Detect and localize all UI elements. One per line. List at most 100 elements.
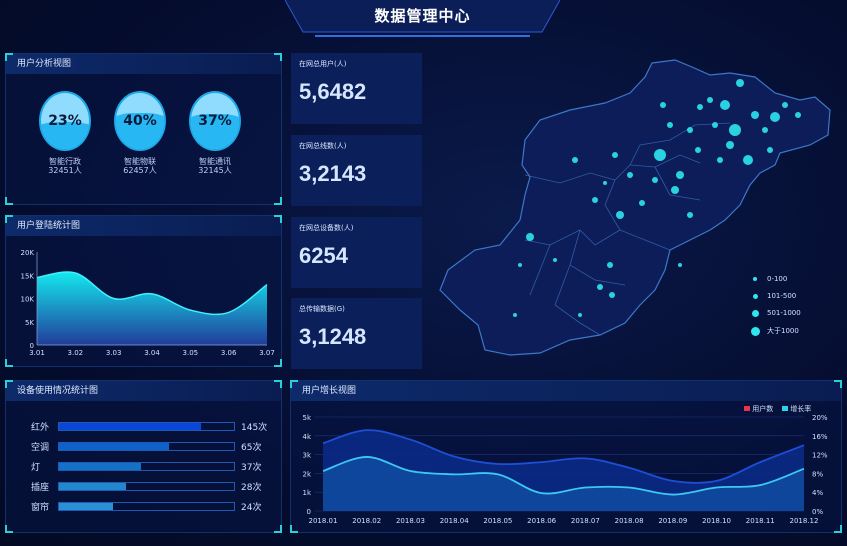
x-tick-label: 2018.04: [440, 517, 469, 525]
map-dot: [526, 233, 534, 241]
map-legend-item: 101-500: [748, 292, 796, 300]
device-bar-row: 红外 145次: [31, 420, 271, 433]
panel-title: 用户登陆统计图: [6, 216, 281, 236]
map-dot: [553, 258, 557, 262]
y-left-tick-label: 5k: [302, 414, 311, 422]
gauge-count: 62457人: [123, 166, 157, 175]
map-dot: [616, 211, 624, 219]
map-legend-item: 501-1000: [748, 309, 801, 317]
x-tick-label: 3.04: [144, 349, 160, 357]
stat-card: 在网总设备数(人) 6254: [291, 217, 422, 288]
growth-area-chart: 0 1k 2k 3k 4k 5k 0% 4% 8% 12% 16% 20% 2018.01 2018.02…: [302, 414, 828, 525]
map-dot: [751, 111, 759, 119]
y-right-tick-label: 20%: [812, 414, 828, 422]
login-area-chart: 0 5K 10K 15K 20K 3.01 3.02 3.03 3.04 3.05 3.06 3.07: [21, 249, 275, 357]
x-tick-label: 2018.02: [352, 517, 381, 525]
map-dot: [652, 177, 658, 183]
x-tick-label: 2018.09: [658, 517, 687, 525]
map-legend-item: 大于1000: [748, 326, 799, 336]
map-dot: [782, 102, 788, 108]
map-dot: [513, 313, 517, 317]
page-title: 数据管理中心: [374, 7, 471, 25]
x-tick-label: 3.05: [183, 349, 199, 357]
x-tick-label: 2018.11: [746, 517, 775, 525]
map-legend-label: 大于1000: [767, 327, 799, 335]
map-dot: [743, 155, 753, 165]
percent-gauge: 37%: [189, 91, 241, 151]
y-left-tick-label: 2k: [302, 470, 311, 478]
stat-value: 6254: [299, 243, 348, 268]
device-name: 红外: [31, 423, 50, 433]
map-dot: [639, 200, 645, 206]
stat-card: 在网总用户(人) 5,6482: [291, 53, 422, 124]
y-tick-label: 0: [30, 342, 34, 350]
y-right-tick-label: 12%: [812, 452, 828, 460]
device-bar-fill: [59, 503, 114, 510]
x-tick-label: 2018.05: [483, 517, 512, 525]
map-dot: [597, 284, 603, 290]
gauge-label: 智能行政 32451人: [25, 157, 105, 175]
device-bar-fill: [59, 463, 142, 470]
gauge-label: 智能通讯 32145人: [175, 157, 255, 175]
device-bar-track: [58, 502, 235, 511]
user-analysis-panel: 用户分析视图 23% 智能行政 32451人 40% 智能物联 62457人 37% 智能通讯…: [5, 53, 282, 205]
device-bar-track: [58, 442, 235, 451]
map-legend-label: 501-1000: [767, 309, 801, 317]
device-bar-track: [58, 462, 235, 471]
map-legend-label: 101-500: [767, 292, 797, 300]
x-tick-label: 2018.10: [702, 517, 731, 525]
map-dot: [795, 112, 801, 118]
gauge-percent: 23%: [48, 113, 82, 129]
legend-user-count[interactable]: 用户数: [744, 404, 773, 414]
y-tick-label: 20K: [21, 249, 35, 257]
y-right-tick-label: 8%: [812, 470, 823, 478]
map-dot: [671, 186, 679, 194]
map-dot: [736, 79, 744, 87]
map-dot: [687, 127, 693, 133]
y-left-tick-label: 0: [307, 508, 311, 516]
map-dot: [712, 122, 718, 128]
gauge-label: 智能物联 62457人: [100, 157, 180, 175]
gauge-percent: 40%: [123, 113, 157, 129]
x-tick-label: 3.07: [259, 349, 275, 357]
map-dot: [707, 97, 713, 103]
series-line: [322, 429, 805, 484]
series-line: [322, 456, 805, 496]
login-area: [37, 271, 267, 345]
stat-card: 在网总线数(人) 3,2143: [291, 135, 422, 206]
x-tick-label: 3.01: [29, 349, 45, 357]
device-bar-row: 插座 28次: [31, 480, 271, 493]
legend-label: 增长率: [790, 405, 812, 413]
region-map: [439, 59, 831, 356]
stat-value: 3,1248: [299, 324, 367, 349]
device-bar-track: [58, 422, 235, 431]
map-dot: [720, 100, 730, 110]
panel-title: 设备使用情况统计图: [6, 381, 281, 401]
map-dot: [729, 124, 741, 136]
x-tick-label: 2018.01: [309, 517, 338, 525]
map-dot: [660, 102, 666, 108]
y-left-tick-label: 3k: [302, 452, 311, 460]
map-dot: [627, 172, 633, 178]
y-tick-label: 5K: [25, 319, 34, 327]
map-dot: [676, 171, 684, 179]
y-right-tick-label: 0%: [812, 508, 823, 516]
panel-title: 用户增长视图: [291, 381, 841, 401]
x-tick-label: 2018.07: [571, 517, 600, 525]
legend-label: 用户数: [752, 405, 774, 413]
legend-growth-rate[interactable]: 增长率: [782, 404, 811, 414]
gauge-count: 32451人: [48, 166, 82, 175]
map-dot: [518, 263, 522, 267]
y-right-tick-label: 4%: [812, 489, 823, 497]
x-tick-label: 2018.08: [615, 517, 644, 525]
percent-gauge: 40%: [114, 91, 166, 151]
stat-label: 在网总线数(人): [299, 142, 347, 150]
gauge-name: 智能行政: [49, 157, 81, 166]
stat-label: 在网总设备数(人): [299, 224, 354, 232]
map-dot: [612, 152, 618, 158]
gauge-percent: 37%: [198, 113, 232, 129]
x-tick-label: 2018.12: [790, 517, 819, 525]
map-dot: [687, 212, 693, 218]
panel-title: 用户分析视图: [6, 54, 281, 74]
stat-label: 在网总用户(人): [299, 60, 347, 68]
